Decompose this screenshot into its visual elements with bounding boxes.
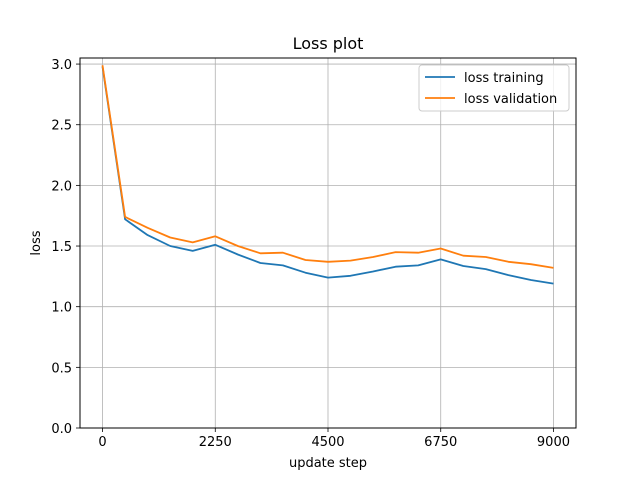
y-tick-label: 1.5 [51,240,72,255]
y-tick-label: 0.5 [51,361,72,376]
y-tick-label: 1.0 [51,301,72,316]
ticks: 0 2250 4500 6750 9000 0.0 0.5 1.0 1.5 2.0 2.5 3.0 [51,58,570,450]
x-axis-label: update step [289,456,367,471]
series-line-validation [101,65,554,269]
y-tick-label: 2.0 [51,179,72,194]
y-axis-label: loss [29,230,44,255]
series-line-training [101,66,554,285]
x-tick-label: 6750 [424,435,457,450]
legend-box [418,64,570,112]
y-tick-label: 2.5 [51,119,72,134]
x-tick-label: 0 [98,435,106,450]
legend: loss training loss validation [418,64,570,112]
y-tick-label: 0.0 [51,422,72,437]
x-tick-label: 9000 [537,435,570,450]
legend-label: loss training [464,71,544,86]
x-tick-label: 2250 [199,435,232,450]
x-tick-label: 4500 [311,435,344,450]
chart-title: Loss plot [293,34,364,53]
series-layer [101,65,554,285]
legend-label: loss validation [464,92,557,107]
y-tick-label: 3.0 [51,58,72,73]
grid [80,58,576,429]
